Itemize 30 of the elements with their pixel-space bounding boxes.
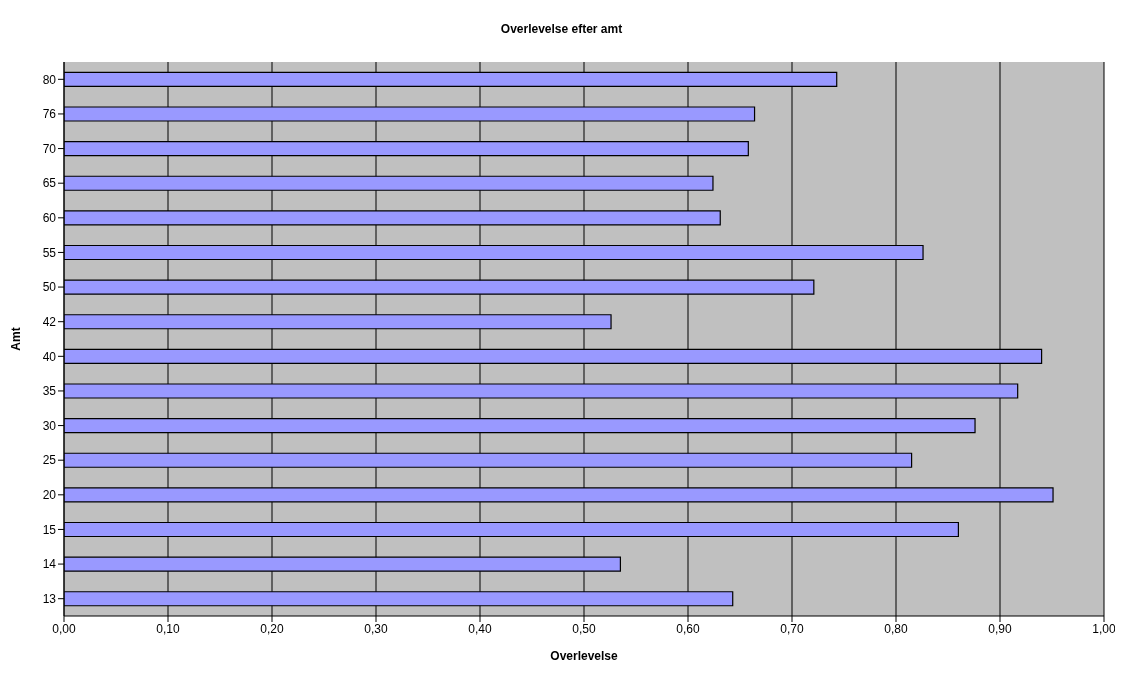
y-tick-label: 14 bbox=[42, 557, 57, 572]
x-tick-label: 1,00 bbox=[1092, 621, 1116, 636]
x-tick-label: 0,20 bbox=[260, 621, 284, 636]
x-axis-title: Overlevelse bbox=[550, 649, 619, 663]
y-tick-label: 55 bbox=[42, 245, 57, 260]
x-tick-label: 0,80 bbox=[884, 621, 908, 636]
y-tick-label: 65 bbox=[42, 176, 57, 191]
y-tick-label: 20 bbox=[42, 488, 57, 503]
y-tick-label: 25 bbox=[42, 453, 57, 468]
y-tick-label: 40 bbox=[42, 349, 57, 364]
y-tick-label: 76 bbox=[42, 107, 57, 122]
y-tick-label: 15 bbox=[42, 522, 57, 537]
x-tick-label: 0,90 bbox=[988, 621, 1012, 636]
y-tick-label: 42 bbox=[42, 314, 57, 329]
x-tick-label: 0,00 bbox=[52, 621, 76, 636]
y-tick-label: 35 bbox=[42, 384, 57, 399]
x-tick-label: 0,10 bbox=[156, 621, 180, 636]
x-tick-label: 0,60 bbox=[676, 621, 700, 636]
y-tick-label: 60 bbox=[42, 211, 57, 226]
y-axis-title: Amt bbox=[9, 327, 24, 351]
x-tick-label: 0,50 bbox=[572, 621, 596, 636]
chart-title: Overlevelse efter amt bbox=[499, 22, 624, 36]
y-tick-label: 80 bbox=[42, 72, 57, 87]
y-tick-label: 13 bbox=[42, 591, 57, 606]
x-tick-label: 0,30 bbox=[364, 621, 388, 636]
y-tick-label: 30 bbox=[42, 418, 57, 433]
y-tick-label: 70 bbox=[42, 141, 57, 156]
x-tick-label: 0,40 bbox=[468, 621, 492, 636]
x-tick-label: 0,70 bbox=[780, 621, 804, 636]
y-tick-label: 50 bbox=[42, 280, 57, 295]
